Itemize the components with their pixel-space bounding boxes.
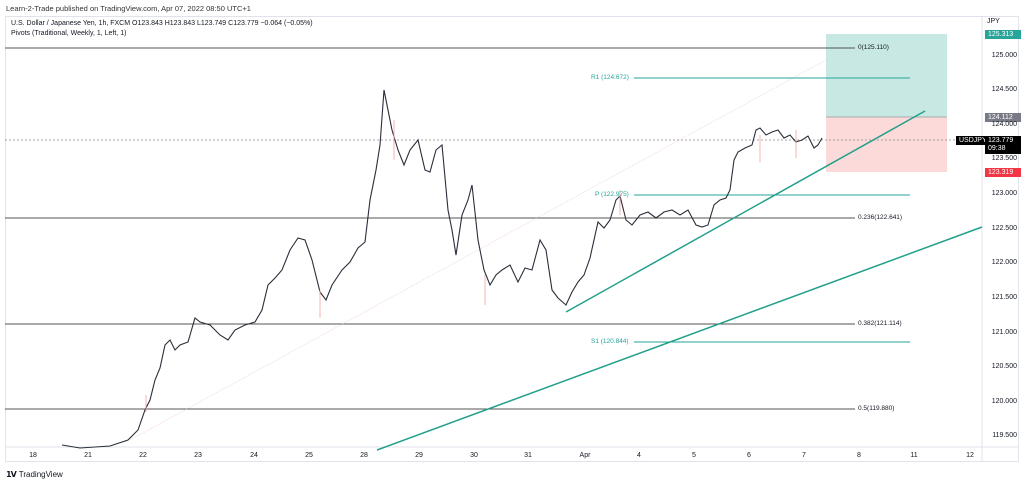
time-tick: 23 xyxy=(194,452,202,459)
bar-countdown: 09:38 xyxy=(988,145,1006,152)
fib-0-label: 0(125.110) xyxy=(858,44,889,51)
currency-label[interactable]: JPY xyxy=(987,18,1000,25)
time-tick: 18 xyxy=(29,452,37,459)
fib-05-label: 0.5(119.880) xyxy=(858,405,895,412)
price-tick: 122.000 xyxy=(991,259,1017,266)
entry-price-tag: 124.112 xyxy=(985,113,1021,122)
price-tick: 121.500 xyxy=(991,294,1017,301)
price-tick: 123.000 xyxy=(991,190,1017,197)
time-tick: 8 xyxy=(857,452,861,459)
time-tick: 6 xyxy=(747,452,751,459)
time-tick: 30 xyxy=(470,452,478,459)
time-tick: 24 xyxy=(250,452,258,459)
tradingview-logo[interactable]: 𝟭𝗩 TradingView xyxy=(6,470,63,479)
tradingview-brand: TradingView xyxy=(18,470,63,479)
time-tick: 21 xyxy=(84,452,92,459)
fib-0236-label: 0.236(122.641) xyxy=(858,214,903,221)
symbol-tag: USDJPY xyxy=(956,136,987,145)
pivot-label: P (122.975) xyxy=(595,191,629,198)
fib-0382-label: 0.382(121.114) xyxy=(858,320,902,327)
price-tick: 123.500 xyxy=(991,155,1017,162)
price-tick: 121.000 xyxy=(991,329,1017,336)
chart-frame xyxy=(5,16,1019,462)
time-tick: 5 xyxy=(692,452,696,459)
publisher-line: Learn-2-Trade published on TradingView.c… xyxy=(6,4,251,13)
time-tick: Apr xyxy=(579,452,591,459)
price-tick: 120.500 xyxy=(991,363,1017,370)
trendline-short xyxy=(565,110,926,313)
time-tick: 31 xyxy=(524,452,532,459)
time-tick: 22 xyxy=(139,452,147,459)
chart-legend: U.S. Dollar / Japanese Yen, 1h, FXCM O12… xyxy=(11,19,313,39)
r1-label: R1 (124.672) xyxy=(591,74,629,81)
stop-price-tag: 123.319 xyxy=(985,168,1021,177)
price-tick: 119.500 xyxy=(992,432,1017,439)
trendline-long xyxy=(376,226,983,451)
s1-label: S1 (120.844) xyxy=(591,338,629,345)
price-tick: 120.000 xyxy=(991,398,1017,405)
indicator-line[interactable]: Pivots (Traditional, Weekly, 1, Left, 1) xyxy=(11,30,127,37)
time-tick: 7 xyxy=(802,452,806,459)
symbol-ohlc-line: U.S. Dollar / Japanese Yen, 1h, FXCM O12… xyxy=(11,20,313,27)
target-price-tag: 125.313 xyxy=(985,30,1021,39)
price-tick: 125.000 xyxy=(991,52,1017,59)
time-tick: 29 xyxy=(415,452,423,459)
price-tick: 124.500 xyxy=(991,86,1017,93)
time-tick: 4 xyxy=(637,452,641,459)
price-tick: 122.500 xyxy=(991,225,1017,232)
loss-zone xyxy=(826,117,947,172)
time-tick: 11 xyxy=(910,452,918,459)
price-series xyxy=(61,89,823,449)
last-price-tag: 123.779 09:38 xyxy=(985,136,1021,154)
price-tick: 124.000 xyxy=(991,121,1017,128)
last-price-value: 123.779 xyxy=(988,137,1014,144)
tradingview-logo-icon: 𝟭𝗩 xyxy=(6,470,17,479)
time-tick: 25 xyxy=(305,452,313,459)
time-tick: 28 xyxy=(360,452,368,459)
time-tick: 12 xyxy=(966,452,974,459)
